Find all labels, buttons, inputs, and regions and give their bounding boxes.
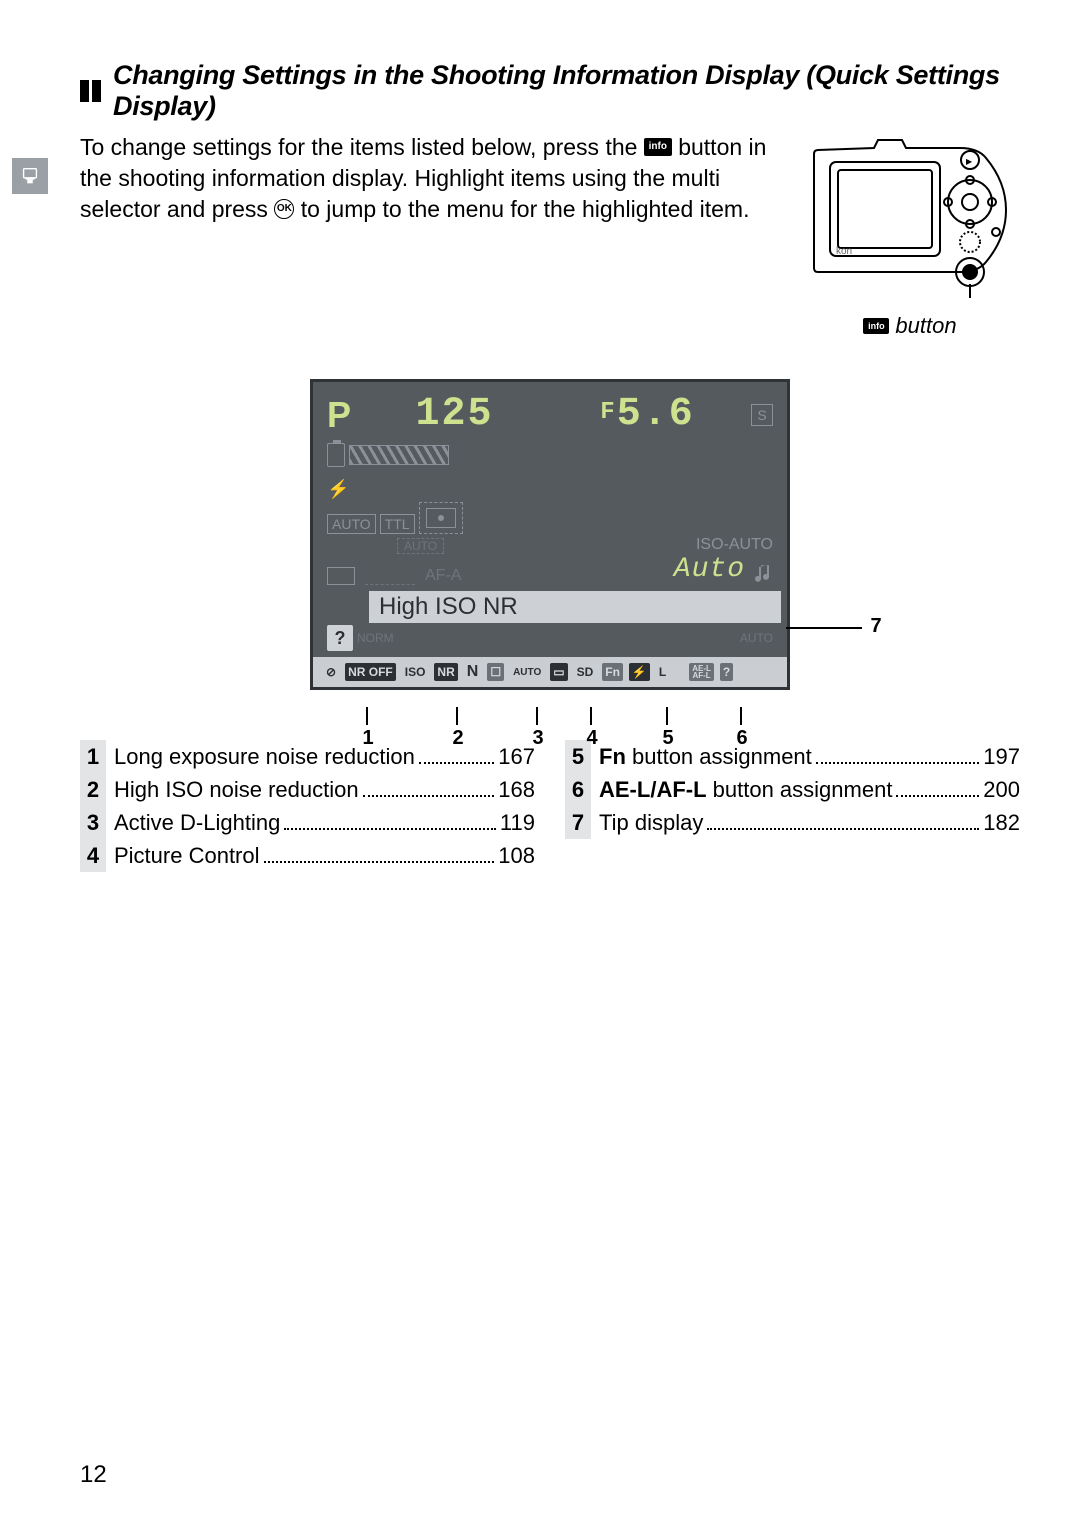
legend-page: 182	[983, 806, 1020, 839]
exposure-bar	[349, 445, 449, 465]
beep-icon	[755, 563, 773, 585]
legend-label: Active D-Lighting	[114, 806, 280, 839]
legend-right-column: 5 Fn button assignment 197 6 AE-L/AF-L b…	[565, 740, 1020, 872]
legend-page: 197	[983, 740, 1020, 773]
legend-label: Picture Control	[114, 839, 260, 872]
flash-icon: ⚡	[327, 479, 349, 500]
legend-dots	[284, 828, 496, 830]
legend-row: 2 High ISO noise reduction 168	[80, 773, 535, 806]
strip-ael-afl: AE-LAF-L	[689, 663, 714, 681]
legend-dots	[419, 762, 494, 764]
legend-table: 1 Long exposure noise reduction 167 2 Hi…	[80, 740, 1020, 872]
legend-dots	[816, 762, 979, 764]
legend-row: 4 Picture Control 108	[80, 839, 535, 872]
lcd-ttl-box: TTL	[380, 514, 415, 534]
lcd-mode: P	[327, 394, 351, 436]
callout-7: 7	[866, 615, 886, 638]
intro-text-a: To change settings for the items listed …	[80, 134, 644, 160]
legend-page: 108	[498, 839, 535, 872]
heading-bars-icon	[80, 80, 101, 102]
lcd-af-mode: AF-A	[425, 567, 461, 585]
legend-row: 3 Active D-Lighting 119	[80, 806, 535, 839]
section-heading: Changing Settings in the Shooting Inform…	[80, 60, 1020, 122]
help-icon: ?	[327, 625, 353, 651]
lcd-shutter: 125	[365, 392, 544, 437]
legend-row: 6 AE-L/AF-L button assignment 200	[565, 773, 1020, 806]
strip-nroff: NR OFF	[345, 663, 396, 681]
strip-iso: ISO	[402, 663, 429, 681]
intro-text-c: to jump to the menu for the highlighted …	[301, 196, 750, 222]
heading-text: Changing Settings in the Shooting Inform…	[113, 60, 1020, 122]
legend-page: 168	[498, 773, 535, 806]
legend-dots	[264, 861, 495, 863]
legend-label: Long exposure noise reduction	[114, 740, 415, 773]
legend-row: 5 Fn button assignment 197	[565, 740, 1020, 773]
legend-dots	[896, 795, 979, 797]
lcd-aperture: F5.6	[558, 392, 737, 437]
strip-picctrl-icon: ☐	[487, 663, 504, 681]
strip-flash-icon: ⚡	[629, 663, 650, 681]
camera-back-figure: ▶ kon info button	[800, 132, 1020, 339]
strip-n: N	[464, 663, 482, 681]
strip-sd: SD	[574, 663, 597, 681]
battery-icon	[327, 443, 345, 467]
strip-adl-icon: ▭	[550, 663, 567, 681]
legend-dots	[363, 795, 495, 797]
lcd-highlight-bar: High ISO NR	[369, 591, 781, 623]
legend-label: High ISO noise reduction	[114, 773, 359, 806]
legend-num: 7	[565, 806, 591, 839]
lcd-wb-icon	[327, 567, 355, 585]
legend-num: 5	[565, 740, 591, 773]
legend-num: 2	[80, 773, 106, 806]
camera-caption-text: button	[895, 313, 956, 339]
legend-page: 200	[983, 773, 1020, 806]
legend-left-column: 1 Long exposure noise reduction 167 2 Hi…	[80, 740, 535, 872]
legend-page: 167	[498, 740, 535, 773]
strip-fn: Fn	[602, 663, 623, 681]
info-button-icon: info	[644, 138, 672, 156]
legend-label: Fn button assignment	[599, 740, 812, 773]
lcd-iso-auto: ISO-AUTO	[696, 536, 773, 554]
svg-text:▶: ▶	[966, 157, 973, 166]
quick-settings-strip: ⊘ NR OFF ISO NR N ☐ AUTO ▭ SD Fn ⚡ L AE-…	[313, 657, 787, 687]
legend-row: 7 Tip display 182	[565, 806, 1020, 839]
lcd-screenshot: P 125 F5.6 S ⚡ AUTO	[310, 379, 790, 690]
legend-label: AE-L/AF-L button assignment	[599, 773, 892, 806]
legend-row: 1 Long exposure noise reduction 167	[80, 740, 535, 773]
strip-clock-icon: ⊘	[323, 663, 339, 681]
lcd-release-mode: S	[751, 404, 773, 426]
strip-tip-icon: ?	[720, 663, 733, 681]
lcd-auto-box: AUTO	[327, 514, 376, 534]
legend-label: Tip display	[599, 806, 703, 839]
legend-page: 119	[500, 806, 535, 839]
camera-back-illustration: ▶ kon	[810, 132, 1010, 302]
lcd-auto-small: AUTO	[397, 538, 444, 554]
strip-auto: AUTO	[510, 663, 544, 681]
lcd-af-area	[419, 502, 463, 534]
legend-num: 3	[80, 806, 106, 839]
lcd-iso-value: Auto	[674, 554, 745, 585]
legend-num: 1	[80, 740, 106, 773]
camera-caption: info button	[863, 313, 956, 339]
page-number: 12	[80, 1461, 107, 1489]
lcd-highlight-label: High ISO NR	[379, 593, 518, 621]
strip-nr: NR	[434, 663, 457, 681]
section-tab-icon	[12, 158, 48, 194]
legend-dots	[707, 828, 979, 830]
svg-text:kon: kon	[836, 246, 852, 257]
info-button-icon-caption: info	[863, 318, 889, 334]
strip-l: L	[656, 663, 669, 681]
ok-button-icon: OK	[274, 199, 294, 219]
legend-num: 6	[565, 773, 591, 806]
intro-paragraph: To change settings for the items listed …	[80, 132, 780, 225]
legend-num: 4	[80, 839, 106, 872]
